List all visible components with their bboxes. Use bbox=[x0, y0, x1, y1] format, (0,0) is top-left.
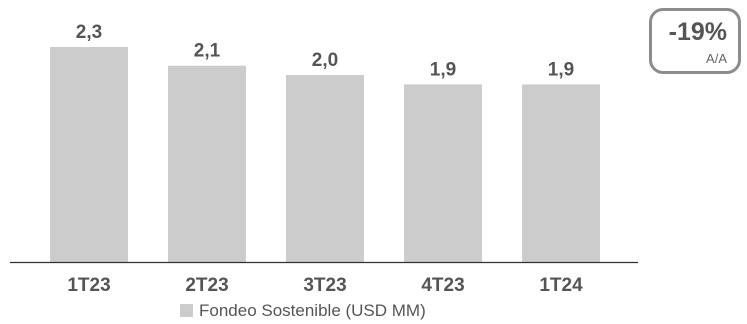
yoy-change-badge: -19% A/A bbox=[649, 8, 741, 74]
yoy-change-value: -19% bbox=[668, 18, 727, 46]
bar-3T23 bbox=[286, 75, 364, 262]
legend: Fondeo Sostenible (USD MM) bbox=[180, 301, 426, 320]
category-label-3T23: 3T23 bbox=[303, 275, 346, 296]
yoy-change-label: A/A bbox=[706, 51, 727, 66]
legend-label: Fondeo Sostenible (USD MM) bbox=[199, 301, 426, 320]
category-label-1T24: 1T24 bbox=[539, 275, 583, 296]
value-label-4T23: 1,9 bbox=[430, 59, 456, 80]
bar-2T23 bbox=[168, 65, 246, 263]
category-labels-group: 1T23 2T23 3T23 4T23 1T24 bbox=[67, 275, 583, 296]
bars-group bbox=[50, 47, 600, 263]
value-label-2T23: 2,1 bbox=[194, 41, 221, 62]
value-label-3T23: 2,0 bbox=[312, 50, 338, 71]
category-label-4T23: 4T23 bbox=[421, 275, 464, 296]
value-label-1T24: 1,9 bbox=[548, 59, 574, 80]
legend-swatch bbox=[180, 304, 193, 317]
bar-4T23 bbox=[404, 84, 482, 263]
category-label-1T23: 1T23 bbox=[67, 275, 110, 296]
bar-1T24 bbox=[522, 84, 600, 263]
value-label-1T23: 2,3 bbox=[76, 22, 102, 43]
category-label-2T23: 2T23 bbox=[185, 275, 228, 296]
value-labels-group: 2,3 2,1 2,0 1,9 1,9 bbox=[76, 22, 574, 80]
bar-1T23 bbox=[50, 47, 128, 262]
